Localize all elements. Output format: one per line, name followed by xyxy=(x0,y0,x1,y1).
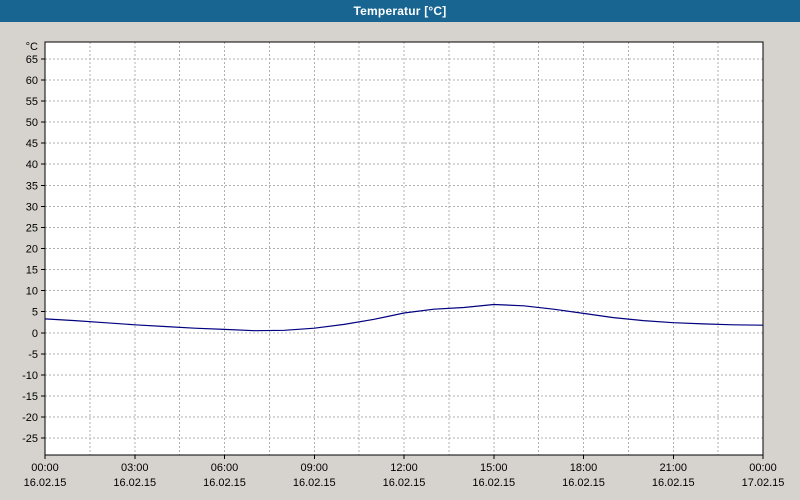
y-tick-label: 25 xyxy=(26,222,38,234)
y-tick-label: 20 xyxy=(26,244,38,256)
y-tick-label: 5 xyxy=(32,307,38,319)
y-tick-label: -5 xyxy=(28,349,38,361)
y-tick-label: 60 xyxy=(26,75,38,87)
x-tick-date-label: 16.02.15 xyxy=(652,477,695,489)
x-tick-time-label: 06:00 xyxy=(211,462,239,474)
y-tick-label: 0 xyxy=(32,328,38,340)
y-tick-label: -20 xyxy=(22,412,38,424)
y-tick-label: 45 xyxy=(26,138,38,150)
y-tick-label: 10 xyxy=(26,286,38,298)
x-tick-time-label: 12:00 xyxy=(390,462,418,474)
y-axis-unit-label: °C xyxy=(26,41,38,53)
x-tick-time-label: 21:00 xyxy=(659,462,687,474)
title-bar: Temperatur [°C] xyxy=(0,0,800,22)
chart-area: 65 60 55 50 45 40 35 30 25 20 15 10 5 0 -5 -10 -15 -20 -25… xyxy=(0,22,800,500)
y-tick-label: -25 xyxy=(22,433,38,445)
y-tick-label: 35 xyxy=(26,180,38,192)
y-tick-label: 55 xyxy=(26,96,38,108)
x-tick-date-label: 16.02.15 xyxy=(562,477,605,489)
x-tick-date-label: 16.02.15 xyxy=(24,477,67,489)
x-tick-time-label: 18:00 xyxy=(570,462,598,474)
x-tick-time-label: 09:00 xyxy=(300,462,328,474)
y-tick-label: -10 xyxy=(22,370,38,382)
y-tick-label: -15 xyxy=(22,391,38,403)
x-tick-date-label: 16.02.15 xyxy=(383,477,426,489)
window-title: Temperatur [°C] xyxy=(353,4,447,18)
x-tick-date-label: 16.02.15 xyxy=(293,477,336,489)
x-tick-date-label: 16.02.15 xyxy=(113,477,156,489)
x-tick-time-label: 15:00 xyxy=(480,462,508,474)
x-tick-time-label: 00:00 xyxy=(31,462,59,474)
y-tick-label: 65 xyxy=(26,54,38,66)
y-tick-label: 30 xyxy=(26,201,38,213)
temperature-line xyxy=(44,303,764,332)
x-tick-time-label: 00:00 xyxy=(749,462,777,474)
x-tick-date-label: 17.02.15 xyxy=(742,477,785,489)
temperature-chart: 65605550454035302520151050-5-10-15-20-25… xyxy=(22,41,785,489)
x-tick-date-label: 16.02.15 xyxy=(472,477,515,489)
y-tick-label: 50 xyxy=(26,117,38,129)
x-tick-time-label: 03:00 xyxy=(121,462,149,474)
y-tick-label: 40 xyxy=(26,159,38,171)
x-tick-date-label: 16.02.15 xyxy=(203,477,246,489)
y-tick-label: 15 xyxy=(26,265,38,277)
